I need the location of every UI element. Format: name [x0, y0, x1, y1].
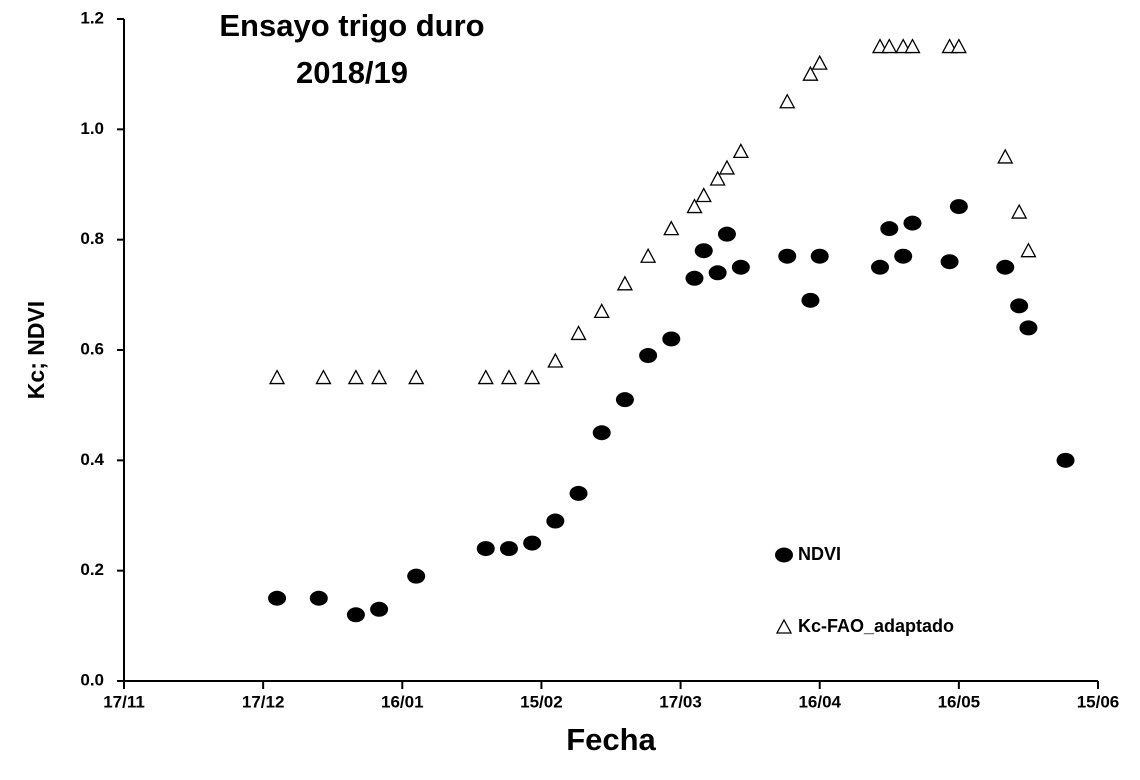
point	[616, 275, 634, 291]
point	[407, 568, 426, 584]
y-tick-label: 1.2	[80, 8, 104, 27]
chart-title: 2018/19	[296, 55, 408, 90]
chart-title: Ensayo trigo duro	[219, 8, 484, 43]
x-tick-label: 17/12	[242, 692, 285, 711]
legend-label: Kc-FAO_adaptado	[798, 616, 954, 636]
point	[685, 270, 704, 286]
y-tick-label: 0.0	[80, 670, 104, 689]
x-tick-label: 15/06	[1077, 692, 1120, 711]
legend-label: NDVI	[798, 544, 841, 564]
point	[1020, 242, 1037, 258]
point	[708, 265, 727, 281]
point	[592, 425, 611, 441]
y-tick-label: 0.4	[80, 450, 104, 469]
point	[663, 220, 680, 236]
point	[615, 392, 634, 408]
y-tick-label: 1.0	[80, 119, 104, 138]
point	[997, 148, 1014, 164]
point	[904, 38, 921, 54]
point	[500, 369, 518, 385]
point	[347, 369, 364, 385]
point	[709, 170, 726, 186]
x-tick-label: 17/11	[103, 692, 145, 711]
point	[810, 248, 829, 264]
point	[499, 541, 518, 557]
point	[268, 369, 286, 385]
point	[569, 485, 588, 501]
x-tick-label: 16/04	[798, 692, 841, 711]
point	[731, 259, 750, 275]
point	[570, 325, 587, 341]
x-tick-label: 15/02	[520, 692, 563, 711]
point	[408, 369, 425, 385]
point	[639, 348, 658, 364]
x-tick-label: 16/01	[381, 692, 424, 711]
point	[871, 259, 890, 275]
point	[732, 143, 749, 159]
point	[894, 248, 913, 264]
y-tick-label: 0.8	[80, 229, 104, 248]
point	[811, 54, 828, 70]
point	[950, 38, 967, 54]
point	[695, 187, 712, 203]
point	[881, 38, 898, 54]
point	[524, 369, 541, 385]
point	[779, 93, 796, 109]
point	[477, 369, 494, 385]
point	[903, 215, 922, 231]
legend-marker	[775, 618, 793, 634]
point	[546, 513, 565, 529]
point	[1011, 203, 1028, 219]
point	[315, 369, 332, 385]
point	[940, 254, 959, 270]
point	[640, 247, 657, 263]
point	[370, 601, 389, 617]
point	[1056, 452, 1075, 468]
point	[996, 259, 1015, 275]
point	[801, 292, 820, 308]
x-tick-label: 16/05	[938, 692, 981, 711]
point	[662, 331, 681, 347]
point	[718, 159, 736, 175]
y-tick-label: 0.6	[80, 339, 104, 358]
point	[523, 535, 542, 551]
point	[1010, 298, 1029, 314]
point	[694, 243, 713, 259]
point	[547, 352, 564, 368]
point	[802, 65, 819, 81]
point	[778, 248, 797, 264]
y-axis-label: Kc; NDVI	[23, 301, 49, 399]
legend-marker	[775, 547, 793, 563]
point	[880, 221, 899, 237]
point	[476, 541, 495, 557]
point	[371, 369, 388, 385]
point	[1019, 320, 1038, 336]
point	[686, 198, 703, 214]
point	[949, 199, 968, 215]
point	[346, 607, 365, 623]
point	[717, 226, 736, 242]
point	[268, 590, 287, 606]
y-tick-label: 0.2	[80, 560, 104, 579]
x-axis-label: Fecha	[566, 722, 656, 757]
point	[309, 590, 328, 606]
x-tick-label: 17/03	[659, 692, 702, 711]
point	[593, 303, 610, 319]
